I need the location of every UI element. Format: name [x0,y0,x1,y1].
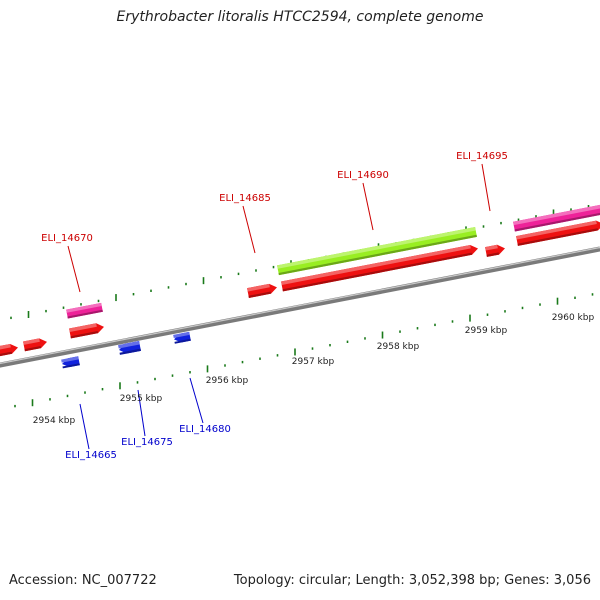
backbone-highlight [0,246,600,365]
cds-arrow [516,220,600,246]
gene-label-bottom: ELI_14675 [121,437,173,448]
cds-arrow [69,323,104,339]
scale-label: 2957 kbp [292,357,335,367]
reverse-arrow [118,341,141,355]
gene-label-top-leader [362,182,374,231]
scale-label: 2959 kbp [465,326,508,336]
gene-callouts: ELI_14670 ELI_14685 ELI_14690 ELI_14695 ELI_… [41,151,508,461]
scale-label: 2954 kbp [33,416,76,426]
scale-label: 2960 kbp [552,313,595,323]
gene-label-top: ELI_14690 [337,170,389,181]
scale-label: 2958 kbp [377,342,420,352]
reverse-arrow [173,331,191,344]
cds-arrow [281,244,478,292]
reverse-arrow [61,356,80,369]
inner-tick-row [14,293,594,408]
gene-label-top: ELI_14695 [456,151,508,162]
gene-label-bottom: ELI_14680 [179,424,231,435]
feature-track [0,204,600,369]
gene-label-bottom-leader [79,403,90,450]
cds-arrow [23,338,47,352]
gene-label-bottom-leader [137,389,146,437]
scale-label: 2956 kbp [206,376,249,386]
gene-label-bottom-leader [189,377,204,424]
gene-label-top-leader [481,163,491,212]
gene-label-top-leader [242,205,256,254]
gene-label-top-leader [67,245,81,293]
gene-bar [513,204,600,232]
scale-label: 2955 kbp [120,394,163,404]
cds-arrow [485,244,505,257]
genome-backbone [0,246,600,368]
gene-label-top: ELI_14685 [219,193,271,204]
cds-arrow [247,283,277,298]
gene-label-bottom: ELI_14665 [65,450,117,461]
genome-summary-text: Topology: circular; Length: 3,052,398 bp… [233,573,591,588]
rna-bar [277,227,477,276]
map-title: Erythrobacter litoralis HTCC2594, comple… [116,9,484,25]
accession-text: Accession: NC_007722 [9,573,157,588]
backbone-line [0,246,600,368]
gene-bar [66,302,103,319]
scale-labels: 2954 kbp 2955 kbp 2956 kbp 2957 kbp 2958 kbp… [33,313,595,426]
cds-arrow [0,343,18,357]
gene-label-top: ELI_14670 [41,233,93,244]
